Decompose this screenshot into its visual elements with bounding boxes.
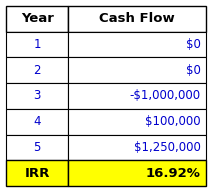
Bar	[68, 109, 206, 135]
Bar	[68, 135, 206, 161]
Text: Cash Flow: Cash Flow	[99, 12, 175, 25]
Bar	[68, 161, 206, 186]
Bar	[6, 135, 68, 161]
Bar	[6, 161, 68, 186]
Text: -$1,000,000: -$1,000,000	[130, 89, 201, 103]
Text: 16.92%: 16.92%	[146, 167, 201, 180]
Text: 2: 2	[33, 64, 41, 77]
Text: 4: 4	[33, 115, 41, 128]
Bar	[6, 31, 68, 57]
Bar	[6, 109, 68, 135]
Bar	[68, 31, 206, 57]
Text: Year: Year	[21, 12, 54, 25]
Bar	[6, 57, 68, 83]
Text: IRR: IRR	[25, 167, 50, 180]
Bar	[68, 6, 206, 31]
Text: 3: 3	[33, 89, 41, 103]
Bar	[6, 83, 68, 109]
Text: $0: $0	[186, 64, 201, 77]
Bar	[68, 83, 206, 109]
Text: $1,250,000: $1,250,000	[134, 141, 201, 154]
Text: $100,000: $100,000	[145, 115, 201, 128]
Text: 5: 5	[33, 141, 41, 154]
Text: 1: 1	[33, 38, 41, 51]
Bar	[68, 57, 206, 83]
Bar	[6, 6, 68, 31]
Text: $0: $0	[186, 38, 201, 51]
